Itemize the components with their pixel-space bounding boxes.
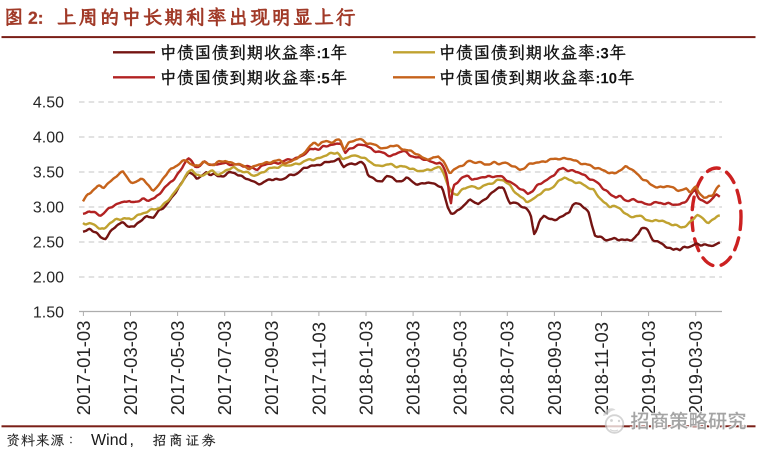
svg-text:2018-05-03: 2018-05-03 bbox=[450, 321, 471, 416]
svg-text:2017-07-03: 2017-07-03 bbox=[214, 321, 235, 416]
svg-text:4.50: 4.50 bbox=[33, 95, 64, 112]
svg-text:2.50: 2.50 bbox=[33, 235, 64, 252]
svg-text:2019-03-03: 2019-03-03 bbox=[685, 321, 706, 416]
svg-text:2017-01-03: 2017-01-03 bbox=[73, 321, 94, 416]
svg-text:2017-03-03: 2017-03-03 bbox=[120, 321, 141, 416]
svg-text:2018-09-03: 2018-09-03 bbox=[544, 321, 565, 416]
svg-text:2018-07-03: 2018-07-03 bbox=[497, 321, 518, 416]
svg-text:2017-05-03: 2017-05-03 bbox=[167, 321, 188, 416]
svg-text:3.00: 3.00 bbox=[33, 200, 64, 217]
svg-text:3.50: 3.50 bbox=[33, 165, 64, 182]
svg-text:2018-11-03: 2018-11-03 bbox=[591, 322, 612, 415]
svg-text:2017-11-03: 2017-11-03 bbox=[308, 322, 329, 415]
svg-text:2019-01-03: 2019-01-03 bbox=[638, 321, 659, 416]
svg-text:2017-09-03: 2017-09-03 bbox=[261, 321, 282, 416]
svg-text:1.50: 1.50 bbox=[33, 305, 64, 322]
svg-text:2018-03-03: 2018-03-03 bbox=[403, 321, 424, 416]
svg-text:2018-01-03: 2018-01-03 bbox=[355, 321, 376, 416]
svg-text:4.00: 4.00 bbox=[33, 130, 64, 147]
svg-text:2.00: 2.00 bbox=[33, 270, 64, 287]
